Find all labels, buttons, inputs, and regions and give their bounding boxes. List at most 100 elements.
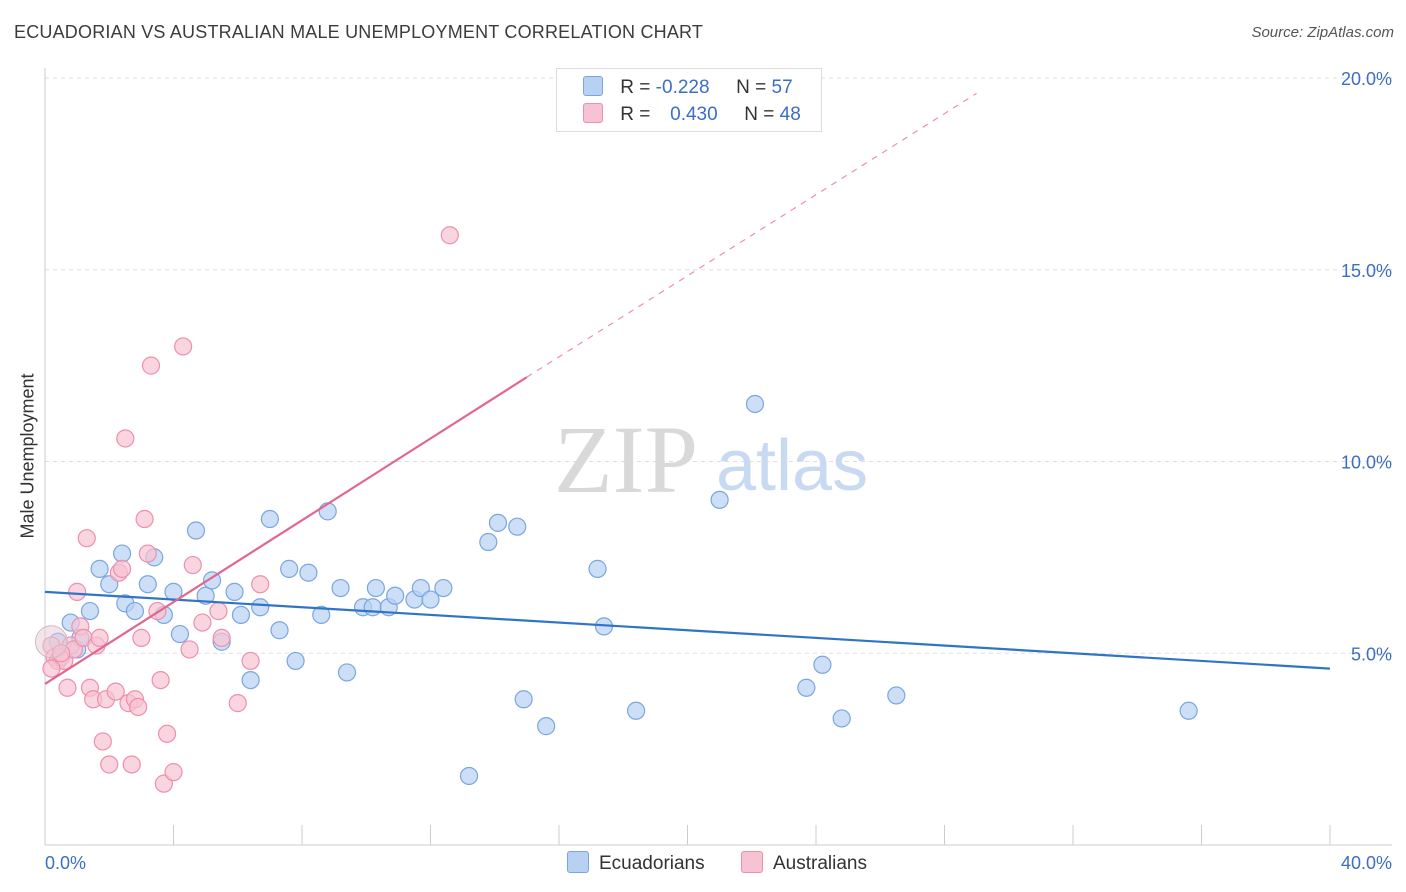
correlation-legend: R = -0.228 N = 57 R = 0.430 N = 48 — [556, 68, 822, 132]
legend-n-label: N = — [736, 77, 767, 98]
ecuadorians-point — [366, 578, 385, 598]
australians-point — [106, 682, 125, 701]
ecuadorians-point — [138, 575, 157, 594]
legend-swatch-australians — [583, 103, 603, 123]
trend-layer — [44, 92, 1331, 685]
australians-point — [183, 555, 202, 575]
ecuadorians-point — [386, 586, 405, 605]
ecuadorians-point — [434, 578, 453, 598]
watermark-atlas: atlas — [716, 426, 868, 506]
australians-point — [122, 755, 141, 774]
australians-point — [116, 429, 135, 448]
y-tick-label: 20.0% — [1341, 69, 1392, 89]
ecuadorians-point — [125, 601, 145, 621]
ecuadorians-point — [337, 663, 357, 682]
ecuadorians-point — [514, 690, 533, 709]
legend-n-label: N = — [744, 104, 775, 125]
australians-point — [241, 651, 260, 671]
legend-r-label: R = — [620, 77, 651, 98]
australians-point — [138, 544, 157, 563]
ecuadorians-point — [459, 766, 479, 786]
australians-point — [141, 356, 161, 375]
x-tick-label-min: 0.0% — [45, 853, 86, 873]
ecuadorians-label: Ecuadorians — [599, 853, 705, 874]
ecuadorians-swatch — [567, 851, 589, 873]
watermark: ZIP atlas — [554, 406, 868, 513]
ecuadorians-point — [318, 502, 337, 521]
ecuadorians-point — [286, 651, 305, 671]
watermark-zip: ZIP — [554, 406, 698, 513]
axis-layer — [44, 68, 1392, 846]
chart-title: ECUADORIAN VS AUSTRALIAN MALE UNEMPLOYME… — [14, 22, 704, 42]
australians-trend-line — [44, 376, 528, 685]
y-tick-label: 5.0% — [1351, 644, 1392, 664]
australians-point — [132, 628, 151, 648]
australians-point — [157, 724, 177, 743]
ecuadorians-point — [312, 605, 331, 625]
australians-point — [112, 559, 132, 578]
legend-row-ecuadorians: R = -0.228 N = 57 — [583, 76, 793, 100]
ecuadorians-point — [331, 578, 350, 598]
ecuadorians-point — [80, 601, 100, 621]
ecuadorians-point — [90, 559, 109, 578]
ecuadorians-point — [508, 517, 527, 536]
australians-trend-extension — [526, 92, 977, 378]
australians-point — [90, 628, 109, 648]
ecuadorians-point — [196, 586, 215, 605]
australians-point — [151, 670, 170, 690]
ecuadorians-trend-line — [44, 590, 1331, 670]
ecuadorians-point — [363, 598, 382, 617]
grid-layer — [45, 77, 1392, 654]
australians-point — [212, 628, 231, 648]
australians-point — [135, 509, 154, 529]
ecuadorians-point — [626, 701, 646, 720]
australians-point — [174, 337, 193, 356]
legend-item-australians[interactable]: Australians — [741, 851, 867, 875]
legend-r-value: 0.430 — [670, 104, 718, 125]
ecuadorians-point — [797, 678, 816, 697]
australians-point — [93, 732, 112, 751]
ecuadorians-point — [710, 490, 729, 509]
ecuadorians-point — [537, 717, 556, 736]
ecuadorians-point — [241, 670, 260, 690]
ecuadorians-point — [479, 532, 498, 552]
ecuadorians-point — [225, 582, 244, 601]
y-tick-label: 10.0% — [1341, 453, 1392, 473]
australians-point — [68, 582, 87, 601]
ecuadorians-point — [832, 709, 851, 728]
legend-swatch-ecuadorians — [583, 76, 603, 96]
ecuadorians-point — [887, 686, 906, 705]
australians-point — [58, 678, 77, 697]
australians-point — [42, 659, 61, 678]
australians-point — [193, 613, 212, 632]
ecuadorians-point — [251, 598, 270, 617]
australians-point — [129, 697, 148, 717]
y-axis-label: Male Unemployment — [17, 373, 38, 539]
australians-point — [77, 529, 96, 548]
tick-label-layer: 5.0% 10.0% 15.0% 20.0% 0.0% 40.0% — [45, 69, 1392, 873]
x-tick-label-max: 40.0% — [1341, 853, 1392, 873]
legend-n-value: 48 — [779, 104, 801, 125]
legend-row-australians: R = 0.430 N = 48 — [583, 103, 801, 127]
australians-point — [209, 601, 228, 621]
ecuadorians-point — [260, 509, 279, 529]
source-note: Source: ZipAtlas.com — [1251, 24, 1394, 41]
ecuadorians-point — [745, 394, 765, 414]
ecuadorians-point — [299, 563, 318, 582]
legend-n-value: 57 — [771, 77, 793, 98]
legend-item-ecuadorians[interactable]: Ecuadorians — [567, 851, 705, 875]
ecuadorians-point — [231, 605, 251, 625]
ecuadorians-point — [280, 559, 299, 578]
ecuadorians-point — [186, 521, 206, 540]
australians-point — [440, 226, 459, 245]
australians-point — [251, 575, 270, 594]
ecuadorians-point — [270, 621, 289, 640]
australians-point — [100, 755, 119, 774]
ecuadorians-point — [588, 559, 607, 578]
ecuadorians-point — [421, 590, 440, 609]
ecuadorians-point — [170, 624, 190, 644]
ecuadorians-point — [813, 655, 832, 674]
australians-point — [228, 694, 247, 713]
y-tick-label: 15.0% — [1341, 261, 1392, 281]
